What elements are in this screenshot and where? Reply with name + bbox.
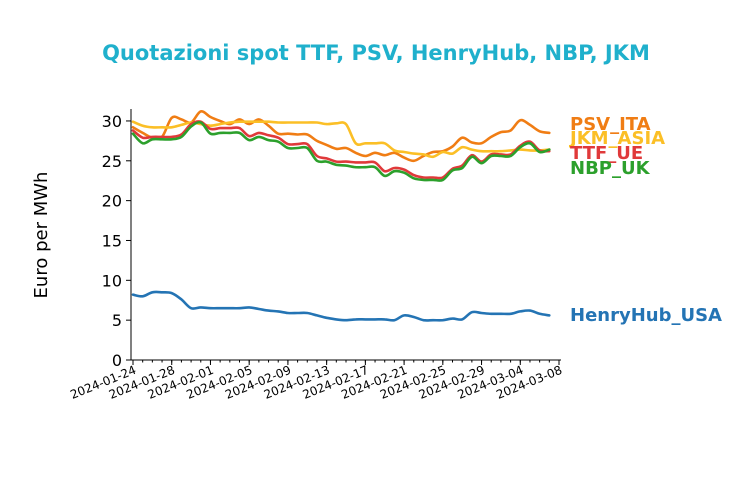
series-label-ttf-ue: TTF_UE <box>570 143 643 164</box>
series-line-henryhub-usa <box>131 290 551 322</box>
y-tick-label: 0 <box>112 351 122 370</box>
series-line-psv-ita <box>131 110 551 163</box>
series-line-ttf-ue <box>131 120 551 180</box>
series-label-jkm-asia: JKM_ASIA <box>568 128 665 149</box>
axes: 0510152025302024-01-242024-01-282024-02-… <box>68 109 564 402</box>
y-tick-label: 15 <box>102 231 122 250</box>
y-tick-label: 30 <box>102 112 122 131</box>
y-axis-label: Euro per MWh <box>31 172 52 299</box>
y-tick-label: 5 <box>112 311 122 330</box>
y-tick-label: 25 <box>102 152 122 171</box>
series-label-henryhub-usa: HenryHub_USA <box>570 305 722 326</box>
series-label-psv-ita: PSV_ITA <box>570 114 651 135</box>
y-tick-label: 10 <box>102 271 122 290</box>
y-tick-label: 20 <box>102 192 122 211</box>
series-lines <box>131 110 551 322</box>
chart-title: Quotazioni spot TTF, PSV, HenryHub, NBP,… <box>102 41 650 65</box>
series-line-nbp-uk <box>131 120 551 182</box>
series-label-nbp-uk: NBP_UK <box>570 158 651 179</box>
